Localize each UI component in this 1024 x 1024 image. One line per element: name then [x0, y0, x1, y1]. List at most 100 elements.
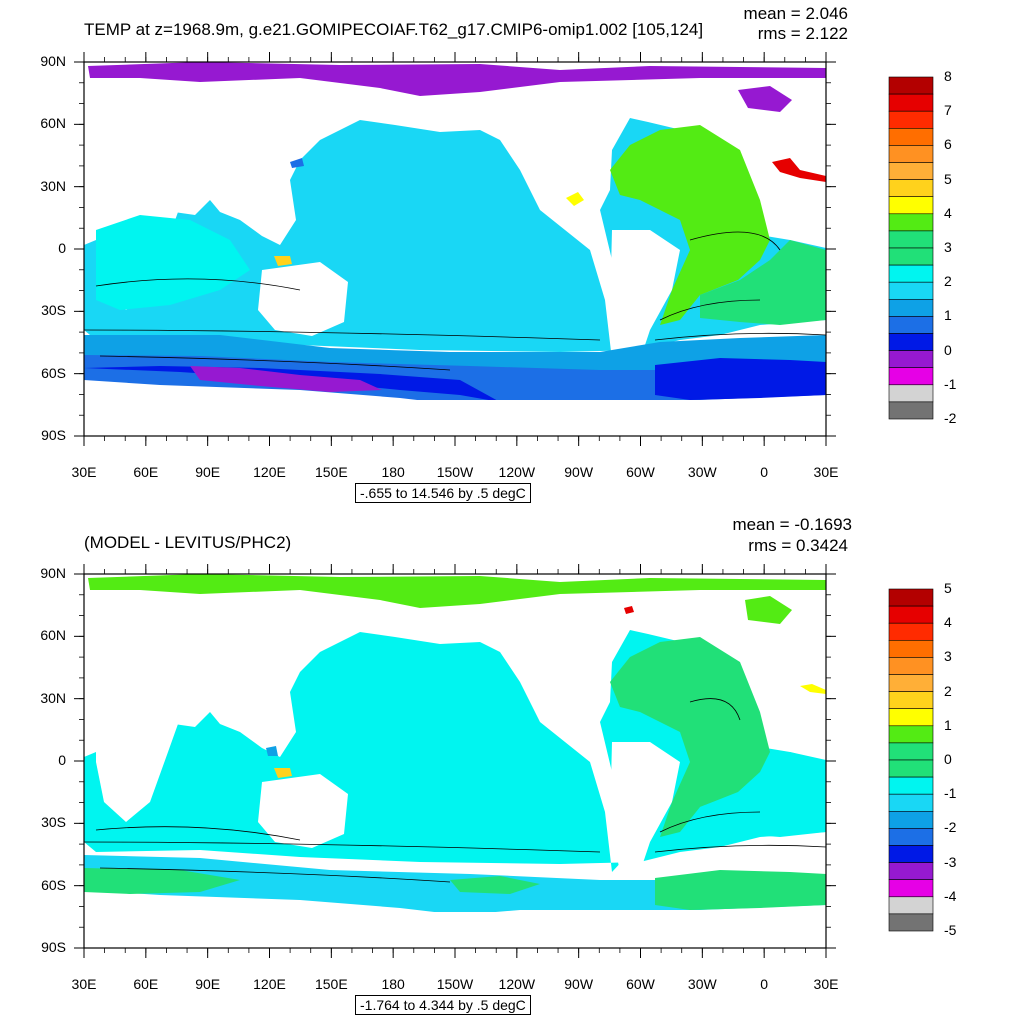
- top-colorbar-label: 3: [944, 239, 952, 255]
- top-colorbar-box: [888, 213, 934, 232]
- bottom-colorbar-box: [888, 759, 934, 778]
- bottom-y-tick-label: 90S: [41, 939, 66, 955]
- bottom-x-tick-label: 180: [381, 976, 405, 992]
- top-x-tick-label: 180: [381, 464, 405, 480]
- bottom-land-australia: [258, 774, 348, 848]
- top-x-tick-label: 30W: [687, 464, 717, 480]
- bottom-colorbar-box: [888, 828, 934, 846]
- bottom-x-tick-label: 120E: [253, 976, 286, 992]
- top-colorbar-box: [888, 145, 934, 163]
- bottom-colorbar-label: -4: [944, 887, 957, 904]
- top-colorbar-box: [888, 93, 934, 112]
- bottom-y-tick-label: 60S: [41, 876, 66, 893]
- top-mediterranean: [772, 158, 826, 182]
- top-colorbar-box: [888, 333, 934, 351]
- bottom-y-tick-label: 30N: [40, 689, 66, 706]
- top-colorbar-box: [888, 196, 934, 215]
- top-rms: rms = 2.122: [757, 24, 848, 43]
- top-colorbar: [888, 76, 934, 420]
- bottom-colorbar-label: 4: [944, 614, 952, 631]
- bottom-colorbar-box: [888, 845, 934, 863]
- top-title: TEMP at z=1968.9m, g.e21.GOMIPECOIAF.T62…: [84, 20, 704, 39]
- top-colorbar-box: [888, 110, 934, 129]
- bottom-colorbar-label: 1: [944, 716, 952, 733]
- bottom-x-tick-label: 90W: [564, 976, 594, 992]
- bottom-y-tick-label: 90N: [40, 565, 66, 581]
- top-colorbar-label: 4: [944, 204, 952, 221]
- top-colorbar-box: [888, 264, 934, 283]
- bottom-x-tick-label: 0: [760, 976, 769, 992]
- bottom-colorbar-box: [888, 793, 934, 812]
- top-colorbar-label: 0: [944, 341, 952, 358]
- top-axis-ticks: [74, 52, 836, 446]
- top-colorbar-box: [888, 230, 934, 249]
- top-mean: mean = 2.046: [743, 4, 848, 23]
- top-antarctic-margin: [84, 366, 500, 402]
- top-y-tick-label: 90N: [40, 53, 66, 69]
- bottom-colorbar-label: 5: [944, 580, 952, 596]
- top-y-tick-label: 30N: [40, 177, 66, 194]
- top-x-tick-label: 0: [760, 464, 769, 480]
- top-colorbar-box: [888, 128, 934, 146]
- bottom-land-south-america: [610, 742, 680, 872]
- bottom-colorbar-label: 2: [944, 682, 952, 699]
- top-barents: [738, 86, 792, 112]
- bottom-weddell: [655, 870, 826, 910]
- bottom-x-tick-label: 150W: [436, 976, 474, 992]
- top-colorbar-box: [888, 247, 934, 266]
- bottom-colorbar-box: [888, 896, 934, 915]
- top-colorbar-label: 6: [944, 136, 952, 153]
- bottom-colorbar: [888, 588, 934, 932]
- bottom-x-tick-label: 30W: [687, 976, 717, 992]
- bottom-colorbar-label: -2: [944, 819, 957, 836]
- top-colorbar-box: [888, 76, 934, 95]
- bottom-map-field: [84, 574, 826, 948]
- top-north-atlantic: [610, 125, 770, 325]
- top-arctic: [88, 62, 826, 96]
- top-y-tick-label: 60S: [41, 364, 66, 381]
- bottom-colorbar-box: [888, 588, 934, 607]
- top-colorbar-box: [888, 179, 934, 198]
- top-colorbar-box: [888, 367, 934, 386]
- bottom-colorbar-label: -5: [944, 922, 957, 938]
- bottom-colorbar-box: [888, 913, 934, 932]
- bottom-colorbar-box: [888, 605, 934, 624]
- top-x-tick-label: 150E: [314, 464, 348, 480]
- bottom-antarctic-margin: [84, 868, 240, 894]
- top-y-tick-label: 90S: [41, 427, 66, 443]
- bottom-rms: rms = 0.3424: [748, 536, 848, 555]
- bottom-axis-ticks: [74, 564, 836, 958]
- bottom-colorbar-label: 0: [944, 751, 952, 767]
- bottom-colorbar-box: [888, 725, 934, 744]
- bottom-y-tick-label: 60N: [40, 627, 66, 644]
- top-colorbar-box: [888, 350, 934, 369]
- bottom-colorbar-label: -3: [944, 853, 957, 870]
- top-range-note: -.655 to 14.546 by .5 degC: [355, 483, 531, 503]
- bottom-x-tick-label: 30E: [813, 976, 839, 992]
- bottom-y-tick-label: 30S: [41, 814, 66, 831]
- top-x-tick-label: 60E: [133, 464, 159, 480]
- top-colorbar-label: 8: [944, 68, 952, 84]
- bottom-colorbar-box: [888, 776, 934, 795]
- top-colorbar-label: -2: [944, 410, 957, 426]
- top-x-tick-label: 90E: [195, 464, 221, 480]
- top-colorbar-box: [888, 281, 934, 300]
- top-land-south-america: [610, 230, 680, 360]
- bottom-north-atlantic: [610, 637, 770, 837]
- bottom-colorbar-box: [888, 691, 934, 709]
- top-x-tick-label: 30E: [813, 464, 839, 480]
- top-land-antarctica: [84, 400, 826, 436]
- bottom-x-tick-label: 60W: [626, 976, 655, 992]
- top-south-atlantic: [700, 240, 826, 325]
- top-japan-sea: [290, 158, 304, 168]
- bottom-x-tick-label: 30E: [71, 976, 97, 992]
- bottom-title: (MODEL - LEVITUS/PHC2): [84, 533, 292, 552]
- bottom-colorbar-label: -1: [944, 785, 957, 802]
- bottom-arctic: [88, 574, 826, 608]
- top-x-tick-label: 120W: [498, 464, 536, 480]
- bottom-land-antarctica: [84, 912, 826, 948]
- bottom-colorbar-box: [888, 622, 934, 641]
- top-colorbar-label: 2: [944, 273, 952, 290]
- top-indian-ocean: [96, 215, 250, 310]
- bottom-colorbar-box: [888, 742, 934, 761]
